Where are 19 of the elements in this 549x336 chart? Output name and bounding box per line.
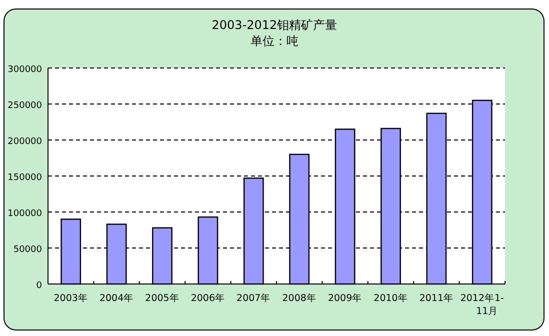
x-tick-label: 2006年 (190, 292, 226, 304)
x-tick-label: 2004年 (99, 292, 134, 304)
x-tick-label: 2003年 (54, 292, 88, 304)
x-tick-label: 2011年 (419, 292, 454, 304)
y-tick-label: 100000 (8, 209, 42, 219)
x-tick-label: 2005年 (145, 292, 180, 304)
chart-subtitle: 单位：吨 (250, 34, 298, 48)
chart-title: 2003-2012钼精矿产量 (212, 18, 338, 32)
y-tick-label: 50000 (13, 245, 42, 255)
y-tick-label: 300000 (8, 65, 42, 75)
x-tick-label: 2009年 (328, 292, 362, 304)
y-tick-label: 250000 (8, 101, 42, 111)
x-tick-label: 2010年 (374, 292, 408, 304)
y-tick-label: 0 (36, 281, 42, 291)
y-tick-label: 150000 (8, 173, 42, 183)
y-tick-label: 200000 (8, 137, 42, 147)
x-tick-label: 2008年 (282, 292, 316, 304)
x-tick-label: 2007年 (236, 292, 271, 304)
x-tick-label: 2012年1-11月 (460, 292, 504, 317)
